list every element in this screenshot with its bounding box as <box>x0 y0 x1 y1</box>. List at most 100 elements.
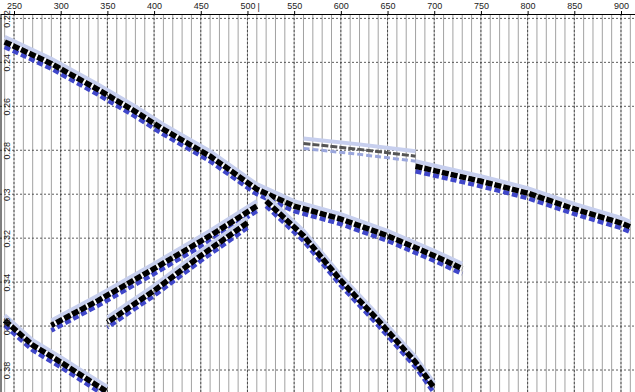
trace-baseline <box>42 14 43 392</box>
x-tick-mark <box>294 11 295 14</box>
event-trough <box>266 206 434 392</box>
trace-baseline <box>98 14 99 392</box>
trace-baseline <box>583 14 584 392</box>
event-peak <box>107 223 247 323</box>
y-tick-label: 0.36 <box>2 318 12 336</box>
grid-line-y <box>0 370 635 371</box>
event-trough-light <box>5 315 108 387</box>
grid-line-y <box>0 62 635 63</box>
trace-baseline <box>312 14 313 392</box>
trace-baseline <box>527 14 528 392</box>
x-tick-label: 600 <box>334 1 349 11</box>
trace-baseline <box>471 14 472 392</box>
x-tick-label: 850 <box>567 1 582 11</box>
trace-baseline <box>424 14 425 392</box>
trace-baseline <box>415 14 416 392</box>
grid-line-x <box>527 14 528 392</box>
x-tick: 300 <box>54 1 69 14</box>
x-tick-mark <box>574 11 575 14</box>
trace-baseline <box>210 14 211 392</box>
trace-baseline <box>490 14 491 392</box>
trace-baseline <box>518 14 519 392</box>
x-tick-label: 250 <box>7 1 22 11</box>
y-tick-label: 0.38 <box>2 362 12 380</box>
x-tick-label: 500 <box>240 1 255 11</box>
x-tick-label: 800 <box>521 1 536 11</box>
x-tick-label: 450 <box>194 1 209 11</box>
x-tick: 900 <box>614 1 629 14</box>
x-axis: 2503003504004505005506006507007508008509… <box>1 1 635 15</box>
trace-baseline <box>602 14 603 392</box>
trace-baseline <box>359 14 360 392</box>
grid-line-x <box>434 14 435 392</box>
trace-baseline <box>135 14 136 392</box>
x-tick-label: 300 <box>54 1 69 11</box>
x-tick-mark <box>201 11 202 14</box>
x-tick: 800 <box>521 1 536 14</box>
trace-baseline <box>443 14 444 392</box>
x-tick: 750 <box>474 1 489 14</box>
x-tick: 450 <box>194 1 209 14</box>
grid-line-y <box>0 238 635 239</box>
x-tick-mark <box>621 11 622 14</box>
y-tick-label: 0.28 <box>2 142 12 160</box>
grid-line-x <box>620 14 621 392</box>
x-tick-mark <box>528 11 529 14</box>
trace-baseline <box>480 14 481 392</box>
trace-baseline <box>247 14 248 392</box>
y-tick-label: 0.24 <box>2 54 12 72</box>
x-tick-mark <box>388 11 389 14</box>
grid-line-y <box>0 106 635 107</box>
y-tick: 0.24 <box>1 54 12 72</box>
y-tick-label: 0.34 <box>2 274 12 292</box>
y-tick: 0.22 <box>1 10 12 28</box>
y-tick: 0.3 <box>1 188 12 201</box>
y-tick-label: 0.32 <box>2 230 12 248</box>
x-tick-label: 350 <box>100 1 115 11</box>
event-peak <box>266 201 434 388</box>
grid-line-x <box>154 14 155 392</box>
x-tick: 850 <box>567 1 582 14</box>
trace-baseline <box>322 14 323 392</box>
trace-baseline <box>508 14 509 392</box>
x-tick-label: 750 <box>474 1 489 11</box>
y-tick: 0.26 <box>1 98 12 116</box>
x-tick-label: 700 <box>427 1 442 11</box>
grid-line-x <box>200 14 201 392</box>
event-trough-light <box>51 201 256 320</box>
trace-baseline <box>154 14 155 392</box>
trace-baseline <box>238 14 239 392</box>
x-axis-line <box>1 14 635 15</box>
event-peak <box>51 206 256 325</box>
trace-baseline <box>611 14 612 392</box>
trace-baseline <box>340 14 341 392</box>
x-tick-label: 400 <box>147 1 162 11</box>
grid-line-y <box>0 326 635 327</box>
x-tick-mark <box>154 11 155 14</box>
trace-baseline <box>163 14 164 392</box>
x-tick-mark <box>14 11 15 14</box>
trace-baseline <box>546 14 547 392</box>
trace-baseline <box>191 14 192 392</box>
trace-baseline <box>592 14 593 392</box>
trace-baseline <box>462 14 463 392</box>
y-tick-label: 0.26 <box>2 98 12 116</box>
x-tick: 500 <box>240 1 255 14</box>
event-trough <box>107 228 247 328</box>
y-tick-label: 0.3 <box>2 188 12 201</box>
y-tick: 0.28 <box>1 142 12 160</box>
x-tick-mark <box>61 11 62 14</box>
x-tick-label: 900 <box>614 1 629 11</box>
x-tick-mark <box>247 11 248 14</box>
event-peak <box>416 166 631 227</box>
trace-baseline <box>116 14 117 392</box>
grid <box>0 14 635 392</box>
event-peak <box>303 143 415 156</box>
x-tick-label: 550 <box>287 1 302 11</box>
y-tick: 0.32 <box>1 230 12 248</box>
trace-baseline <box>350 14 351 392</box>
trace-baseline <box>200 14 201 392</box>
trace-baseline <box>219 14 220 392</box>
grid-line-y <box>0 282 635 283</box>
event-trough <box>416 171 631 232</box>
